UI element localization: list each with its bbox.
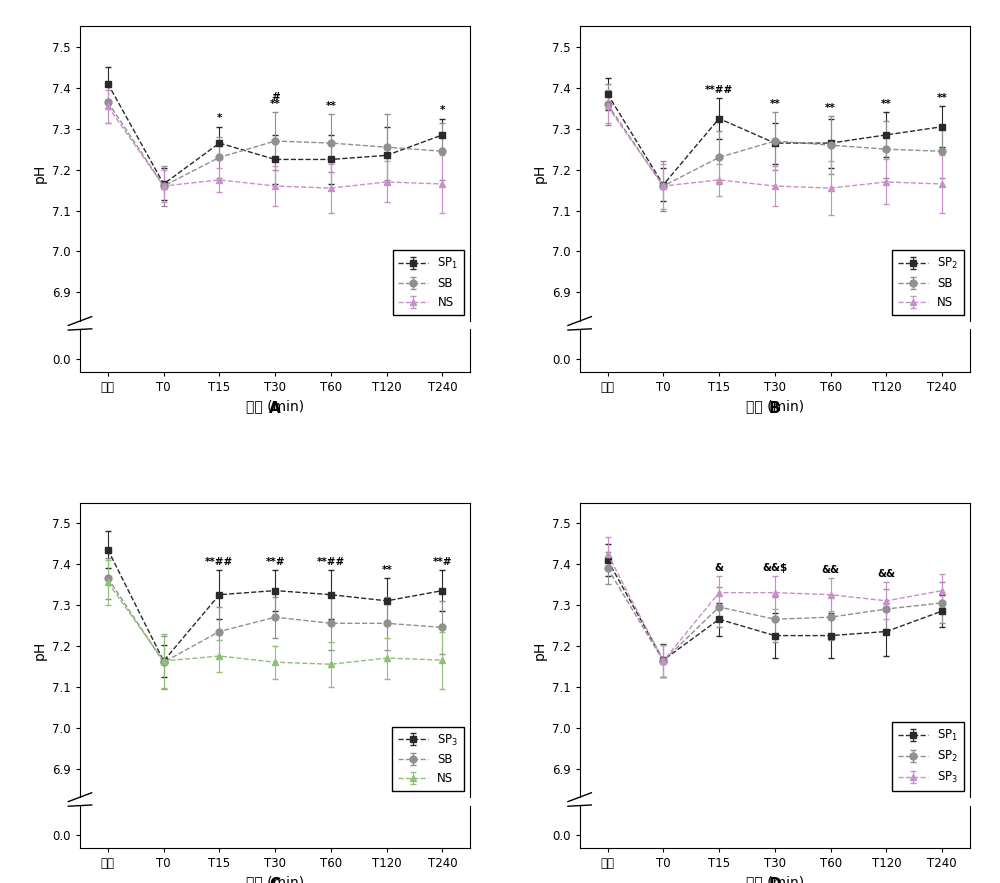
X-axis label: 时间 (min): 时间 (min) xyxy=(746,875,804,883)
Legend: SP$_1$, SB, NS: SP$_1$, SB, NS xyxy=(393,251,464,315)
Legend: SP$_1$, SP$_2$, SP$_3$: SP$_1$, SP$_2$, SP$_3$ xyxy=(892,722,964,791)
X-axis label: 时间 (min): 时间 (min) xyxy=(246,875,304,883)
Text: **##: **## xyxy=(317,557,345,567)
Text: **#: **# xyxy=(265,557,285,567)
X-axis label: 时间 (min): 时间 (min) xyxy=(746,399,804,413)
Text: B: B xyxy=(769,401,781,416)
Text: *: * xyxy=(440,105,445,116)
Text: *: * xyxy=(217,113,222,124)
Text: D: D xyxy=(769,877,781,883)
Y-axis label: pH: pH xyxy=(33,640,47,660)
Text: &&$: &&$ xyxy=(762,563,787,573)
Text: **: ** xyxy=(381,565,392,575)
Text: **: ** xyxy=(881,99,892,109)
X-axis label: 时间 (min): 时间 (min) xyxy=(246,399,304,413)
Text: **#: **# xyxy=(433,557,452,567)
Text: **: ** xyxy=(825,103,836,113)
Text: A: A xyxy=(269,401,281,416)
Y-axis label: pH: pH xyxy=(532,164,546,184)
Text: **: ** xyxy=(937,93,947,103)
Legend: SP$_3$, SB, NS: SP$_3$, SB, NS xyxy=(392,727,464,791)
Text: #: # xyxy=(271,92,280,102)
Text: **: ** xyxy=(326,102,336,111)
Text: **: ** xyxy=(270,99,281,109)
Text: **##: **## xyxy=(705,85,733,94)
Text: &: & xyxy=(715,563,724,573)
Text: **##: **## xyxy=(205,557,234,567)
Y-axis label: pH: pH xyxy=(33,164,47,184)
Text: &&: && xyxy=(877,570,895,579)
Y-axis label: pH: pH xyxy=(532,640,546,660)
Text: **: ** xyxy=(769,99,780,109)
Legend: SP$_2$, SB, NS: SP$_2$, SB, NS xyxy=(892,251,964,315)
Text: &&: && xyxy=(822,565,840,575)
Text: C: C xyxy=(270,877,281,883)
